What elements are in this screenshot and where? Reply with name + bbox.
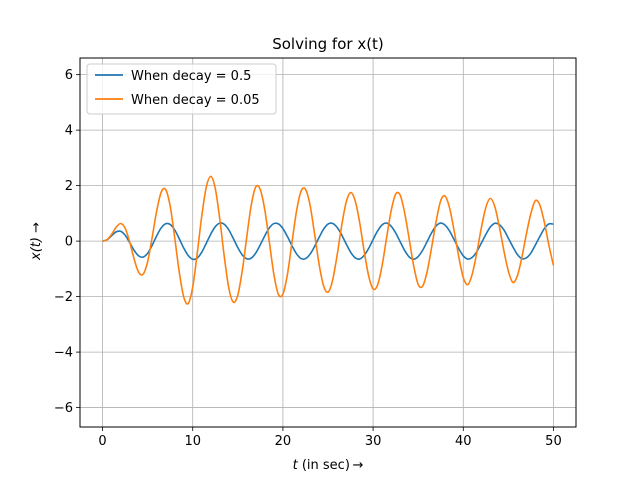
grid (80, 58, 576, 427)
x-tick-label: 20 (275, 434, 292, 449)
y-axis-label-arrow: → (29, 222, 44, 237)
legend: When decay = 0.5 When decay = 0.05 (86, 63, 277, 115)
axes-frame (79, 57, 577, 428)
chart-title: Solving for x(t) (272, 35, 384, 53)
y-tick-label: 0 (65, 235, 73, 250)
series-line-decay-0-05 (102, 175, 555, 305)
x-tick-label: 50 (545, 434, 562, 449)
legend-box (86, 63, 277, 115)
x-tick-label: 40 (455, 434, 472, 449)
x-tick-label: 10 (184, 434, 201, 449)
y-axis-label: x(t) → (29, 222, 44, 261)
x-axis-label-unit: (in sec) → (298, 458, 364, 473)
y-tick-label: −6 (54, 401, 73, 416)
plot-area (102, 175, 555, 305)
x-axis-label-variable: t (293, 458, 299, 473)
y-tick-label: −4 (54, 346, 73, 361)
x-tick-label: 30 (365, 434, 382, 449)
legend-label-decay-0-5: When decay = 0.5 (131, 69, 251, 84)
legend-label-decay-0-05: When decay = 0.05 (131, 93, 260, 108)
ticks: 0 10 20 30 40 50 −6 −4 −2 0 2 4 6 (54, 68, 562, 449)
x-axis-label: t (in sec) → (293, 458, 364, 473)
x-tick-label: 0 (98, 434, 106, 449)
y-tick-label: 6 (65, 68, 73, 83)
y-axis-label-variable: x(t) (29, 237, 44, 261)
y-tick-label: 2 (65, 179, 73, 194)
y-tick-label: 4 (65, 124, 73, 139)
y-tick-label: −2 (54, 290, 73, 305)
